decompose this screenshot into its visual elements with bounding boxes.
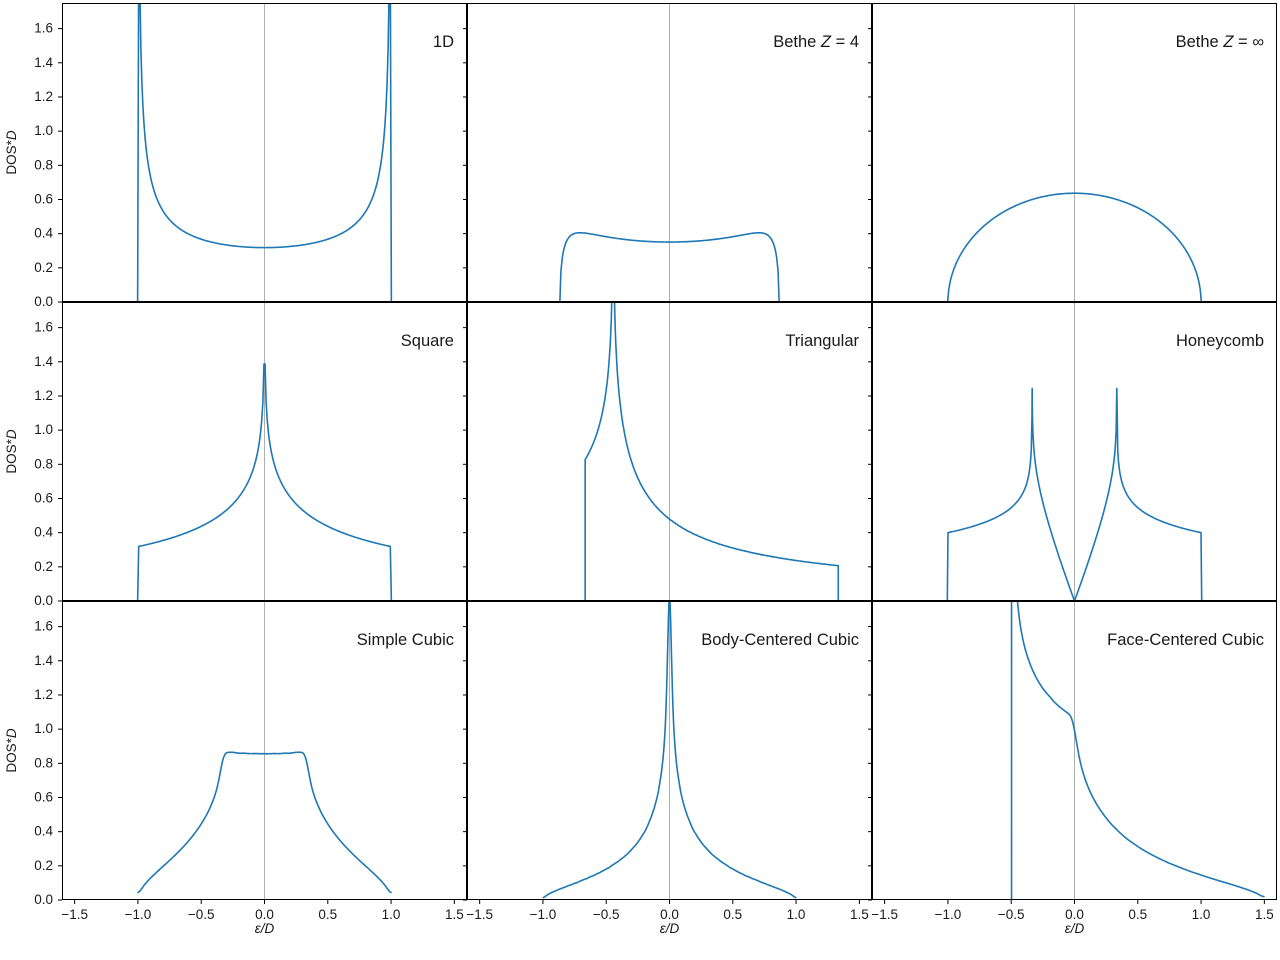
svg-text:0.4: 0.4 xyxy=(34,226,53,241)
svg-text:1.2: 1.2 xyxy=(34,89,53,104)
svg-text:−1.0: −1.0 xyxy=(125,907,152,922)
svg-text:Bethe Z = 4: Bethe Z = 4 xyxy=(773,33,859,51)
svg-text:Face-Centered Cubic: Face-Centered Cubic xyxy=(1107,631,1264,649)
svg-text:DOS*D: DOS*D xyxy=(4,728,19,773)
svg-text:−0.5: −0.5 xyxy=(998,907,1025,922)
svg-text:ε/D: ε/D xyxy=(255,921,275,936)
svg-text:Bethe Z = ∞: Bethe Z = ∞ xyxy=(1176,33,1265,51)
svg-text:1.2: 1.2 xyxy=(34,687,53,702)
svg-text:0.5: 0.5 xyxy=(723,907,742,922)
svg-text:−1.0: −1.0 xyxy=(935,907,962,922)
svg-text:0.6: 0.6 xyxy=(34,490,53,505)
svg-text:−1.5: −1.5 xyxy=(61,907,88,922)
svg-text:−0.5: −0.5 xyxy=(593,907,620,922)
svg-text:−1.5: −1.5 xyxy=(466,907,493,922)
svg-text:0.4: 0.4 xyxy=(34,824,53,839)
svg-text:0.0: 0.0 xyxy=(1065,907,1084,922)
svg-text:0.6: 0.6 xyxy=(34,789,53,804)
svg-text:0.4: 0.4 xyxy=(34,525,53,540)
svg-text:DOS*D: DOS*D xyxy=(4,130,19,175)
svg-text:1.0: 1.0 xyxy=(787,907,806,922)
svg-text:−1.5: −1.5 xyxy=(871,907,898,922)
svg-text:1.6: 1.6 xyxy=(34,619,53,634)
svg-text:Square: Square xyxy=(401,332,454,350)
svg-text:−0.5: −0.5 xyxy=(188,907,215,922)
svg-text:Triangular: Triangular xyxy=(785,332,859,350)
svg-text:1.6: 1.6 xyxy=(34,320,53,335)
svg-text:0.0: 0.0 xyxy=(34,892,53,907)
svg-text:0.2: 0.2 xyxy=(34,260,53,275)
svg-text:0.8: 0.8 xyxy=(34,157,53,172)
svg-text:ε/D: ε/D xyxy=(660,921,680,936)
svg-text:1.4: 1.4 xyxy=(34,354,53,369)
svg-text:1.5: 1.5 xyxy=(1255,907,1274,922)
svg-text:0.0: 0.0 xyxy=(255,907,274,922)
svg-text:DOS*D: DOS*D xyxy=(4,429,19,474)
svg-text:Body-Centered Cubic: Body-Centered Cubic xyxy=(701,631,859,649)
svg-text:ε/D: ε/D xyxy=(1065,921,1085,936)
svg-text:0.2: 0.2 xyxy=(34,559,53,574)
svg-text:0.5: 0.5 xyxy=(1128,907,1147,922)
svg-text:1.5: 1.5 xyxy=(850,907,869,922)
svg-text:1.0: 1.0 xyxy=(382,907,401,922)
svg-text:1.0: 1.0 xyxy=(34,123,53,138)
svg-text:1.6: 1.6 xyxy=(34,21,53,36)
svg-text:0.0: 0.0 xyxy=(34,294,53,309)
svg-text:1.0: 1.0 xyxy=(1192,907,1211,922)
svg-text:0.8: 0.8 xyxy=(34,456,53,471)
svg-text:0.8: 0.8 xyxy=(34,755,53,770)
svg-text:−1.0: −1.0 xyxy=(530,907,557,922)
svg-text:1.4: 1.4 xyxy=(34,55,53,70)
svg-text:0.2: 0.2 xyxy=(34,858,53,873)
svg-text:Honeycomb: Honeycomb xyxy=(1176,332,1264,350)
svg-text:1.5: 1.5 xyxy=(445,907,464,922)
svg-text:1.4: 1.4 xyxy=(34,653,53,668)
svg-text:1.0: 1.0 xyxy=(34,422,53,437)
svg-text:1.2: 1.2 xyxy=(34,388,53,403)
svg-text:0.0: 0.0 xyxy=(660,907,679,922)
svg-text:0.5: 0.5 xyxy=(318,907,337,922)
svg-text:Simple Cubic: Simple Cubic xyxy=(357,631,454,649)
svg-text:0.6: 0.6 xyxy=(34,191,53,206)
svg-text:1D: 1D xyxy=(433,33,454,51)
svg-text:0.0: 0.0 xyxy=(34,593,53,608)
svg-text:1.0: 1.0 xyxy=(34,721,53,736)
